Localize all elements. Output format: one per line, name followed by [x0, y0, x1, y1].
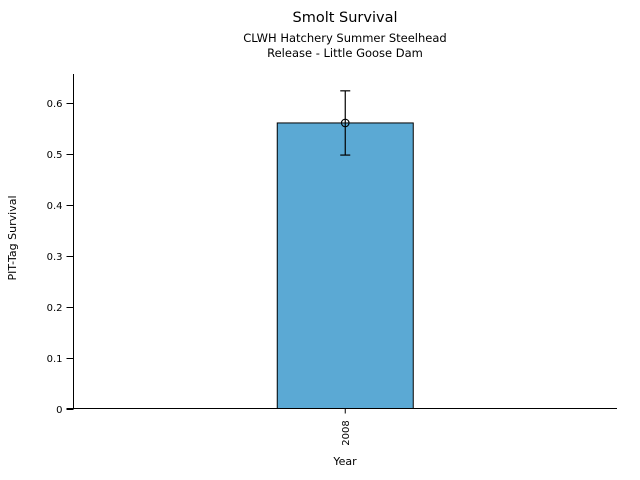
y-tick-label: 0.3: [47, 252, 63, 263]
point-marker: [340, 118, 350, 128]
y-tick-label: 0.5: [47, 150, 63, 161]
chart-subtitle-line2: Release - Little Goose Dam: [267, 46, 423, 60]
chart-title: Smolt Survival: [292, 10, 398, 26]
y-tick-label: 0.2: [47, 303, 63, 314]
x-tick-label: 2008: [341, 420, 352, 445]
y-axis-label: PIT-Tag Survival: [6, 195, 19, 281]
y-tick-label: 0.6: [47, 99, 63, 110]
y-tick-label: 0.4: [47, 201, 63, 212]
chart-subtitle-line1: CLWH Hatchery Summer Steelhead: [243, 31, 447, 45]
y-tick-label: 0.1: [47, 354, 63, 365]
bar-2008: [276, 122, 414, 409]
x-axis-label: Year: [333, 455, 357, 468]
y-tick-label: 0: [56, 405, 62, 416]
